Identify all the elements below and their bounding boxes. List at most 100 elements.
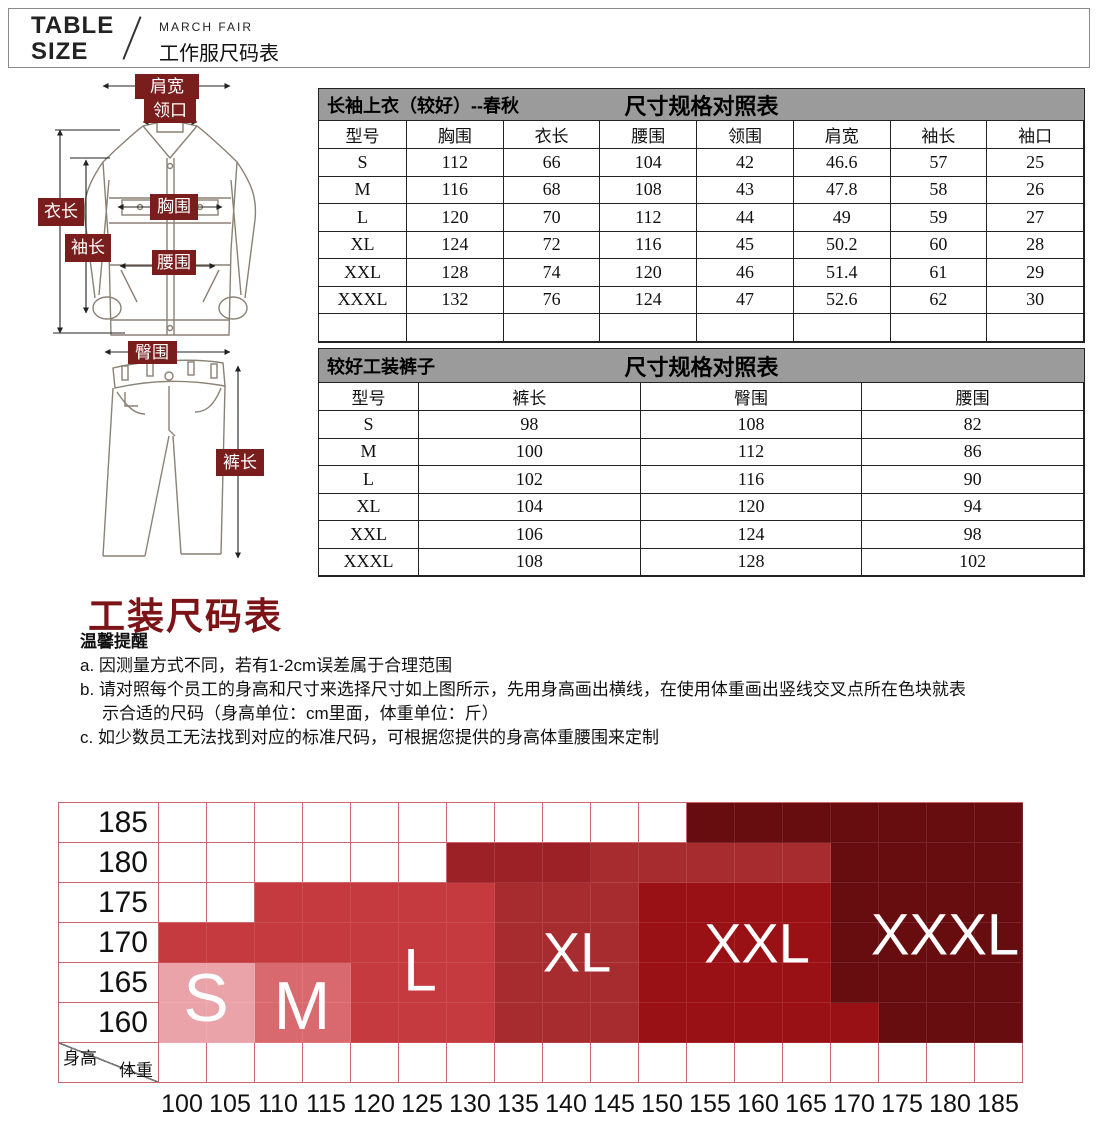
table-cell: 128	[407, 259, 504, 287]
table-header-cell: 裤长	[419, 383, 641, 411]
size-grid: 185 180 175 170 165 160 身高 体重	[58, 802, 1023, 1083]
table-cell: XXXL	[319, 286, 407, 314]
table-cell	[987, 314, 1084, 342]
grid-cell	[879, 1043, 927, 1083]
table-cell	[407, 314, 504, 342]
grid-cell	[591, 843, 639, 883]
x-tick-label: 160	[737, 1090, 779, 1118]
section-title: 工装尺码表	[88, 596, 283, 637]
grid-cell	[591, 923, 639, 963]
jacket-table-title-band: 尺寸规格对照表 长袖上衣（较好）--春秋	[319, 89, 1084, 121]
table-cell	[890, 314, 988, 342]
shoulder-width-label: 肩宽	[150, 77, 184, 96]
table-cell: 108	[419, 548, 641, 576]
table-cell: 124	[600, 286, 698, 314]
table-cell: 50.2	[793, 231, 891, 259]
size-region-label: XL	[542, 920, 612, 984]
table-cell: 30	[987, 286, 1084, 314]
jacket-art	[83, 119, 257, 336]
table-cell: 61	[890, 259, 988, 287]
x-axis-ticks: 100 105 110 115 120 125 130 135 140 145 150 155 160 1…	[158, 1090, 1022, 1119]
grid-cell	[303, 923, 351, 963]
grid-cell	[783, 1003, 831, 1043]
table-cell: 25	[987, 149, 1084, 177]
grid-cell	[543, 1003, 591, 1043]
grid-cell	[207, 1003, 255, 1043]
page-title: 工作服尺码表	[159, 43, 279, 65]
table-cell: 47	[697, 286, 794, 314]
grid-cell	[639, 923, 687, 963]
grid-cell	[447, 963, 495, 1003]
table-cell: 43	[697, 176, 794, 204]
table-cell: 49	[793, 204, 891, 232]
table-cell: M	[319, 176, 407, 204]
pants-table-title: 较好工装裤子	[327, 356, 435, 377]
grid-cell	[591, 1003, 639, 1043]
table-cell	[600, 314, 698, 342]
table-cell: 58	[890, 176, 988, 204]
grid-cell	[255, 1003, 303, 1043]
table-header-cell: 袖口	[987, 121, 1084, 149]
table-cell: 52.6	[793, 286, 891, 314]
grid-cell	[255, 883, 303, 923]
grid-cell	[543, 963, 591, 1003]
jacket-length-label: 衣长	[44, 202, 78, 221]
table-header-cell: 腰围	[862, 383, 1084, 411]
table-cell: 70	[503, 204, 601, 232]
table-cell: 68	[503, 176, 601, 204]
grid-cell	[591, 963, 639, 1003]
x-tick-label: 145	[593, 1090, 635, 1118]
jacket-table-grid: 型号 胸围 衣长 腰围 领围 肩宽 袖长 袖口 S 112 66 104 42 46.6 57 25 M 116 6…	[319, 121, 1084, 342]
x-tick-label: 135	[497, 1090, 539, 1118]
grid-cell	[687, 1043, 735, 1083]
grid-cell	[543, 1043, 591, 1083]
notes-heading: 温馨提醒	[80, 632, 148, 651]
logo: TABLE SIZE	[31, 13, 114, 65]
grid-cell	[495, 1043, 543, 1083]
grid-cell	[927, 883, 975, 923]
y-tick-label: 165	[59, 963, 159, 1003]
table-cell: 72	[503, 231, 601, 259]
grid-cell	[639, 843, 687, 883]
grid-cell	[975, 803, 1023, 843]
grid-cell	[591, 803, 639, 843]
grid-cell	[735, 963, 783, 1003]
grid-cell	[207, 963, 255, 1003]
table-cell: 44	[697, 204, 794, 232]
grid-cell	[303, 803, 351, 843]
grid-cell	[735, 843, 783, 883]
grid-cell	[399, 843, 447, 883]
grid-cell	[831, 883, 879, 923]
note-line-a: a. 因测量方式不同，若有1-2cm误差属于合理范围	[80, 656, 453, 675]
grid-cell	[975, 1043, 1023, 1083]
grid-cell	[447, 843, 495, 883]
grid-cell	[255, 803, 303, 843]
grid-cell	[159, 923, 207, 963]
size-region-label: L	[403, 936, 437, 1004]
grid-cell	[831, 1043, 879, 1083]
table-cell: 47.8	[793, 176, 891, 204]
grid-cell	[927, 803, 975, 843]
brand-name: MARCH FAIR	[159, 20, 254, 34]
table-cell	[319, 314, 407, 342]
measurement-diagram: 肩宽 领口 衣长 袖长 胸围 腰围 臀围 裤长	[38, 74, 264, 559]
grid-cell	[735, 1043, 783, 1083]
grid-cell	[783, 843, 831, 883]
table-cell: XXXL	[319, 548, 419, 576]
pants-table-title-band: 尺寸规格对照表 较好工装裤子	[319, 349, 1084, 383]
pants-table-grid: 型号 裤长 臀围 腰围 S 98 108 82 M 100 112 86 L 102 116 90 XL 104 1…	[319, 383, 1084, 576]
table-header-cell: 臀围	[640, 383, 863, 411]
grid-cell	[255, 843, 303, 883]
table-cell: 51.4	[793, 259, 891, 287]
table-cell: 26	[987, 176, 1084, 204]
logo-line2: SIZE	[31, 38, 89, 65]
table-cell: 116	[640, 466, 863, 494]
y-tick-label: 160	[59, 1003, 159, 1043]
grid-cell	[687, 1003, 735, 1043]
table-cell: 112	[640, 438, 863, 466]
grid-cell	[735, 1003, 783, 1043]
table-cell: 86	[862, 438, 1084, 466]
grid-cell	[879, 883, 927, 923]
grid-cell	[591, 883, 639, 923]
